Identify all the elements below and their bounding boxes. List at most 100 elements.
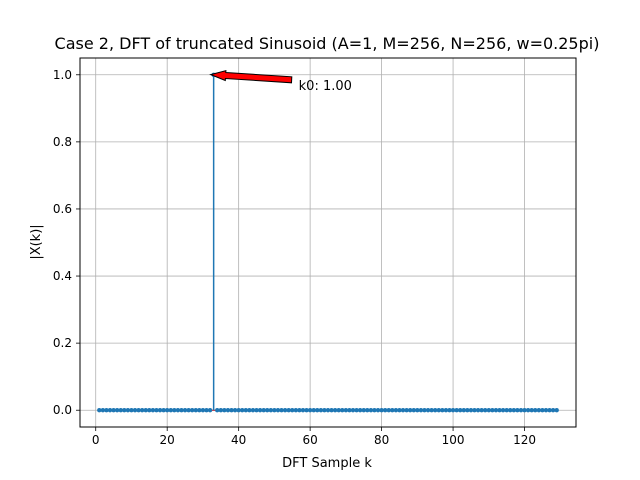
stem-marker <box>154 408 159 413</box>
stem-marker <box>225 408 231 413</box>
stem-marker <box>472 408 477 413</box>
stem-marker <box>250 408 256 413</box>
stem-marker <box>122 408 127 413</box>
stem-marker <box>132 408 138 413</box>
stem-marker <box>447 408 452 413</box>
y-tick-label: 0.8 <box>53 135 72 149</box>
stem-marker <box>182 408 188 413</box>
stem-marker <box>190 408 195 413</box>
stem-marker <box>114 408 120 413</box>
stem-marker <box>465 408 470 413</box>
stem-marker <box>179 408 184 413</box>
stem-marker <box>372 408 377 413</box>
stem-marker <box>515 408 520 413</box>
stem-marker <box>429 408 434 413</box>
stem-marker <box>508 408 513 413</box>
stem-marker <box>204 408 209 413</box>
stem-marker <box>229 408 234 413</box>
stem-marker <box>461 408 466 413</box>
stem-marker <box>393 408 399 413</box>
stem-marker <box>529 408 534 413</box>
stem-marker <box>540 408 545 413</box>
stem-marker <box>111 408 116 413</box>
stem-marker <box>504 408 509 413</box>
x-tick-label: 80 <box>374 433 389 447</box>
stem-marker <box>164 408 170 413</box>
stem-marker <box>525 408 531 413</box>
stem-marker <box>347 408 352 413</box>
stem-marker <box>257 408 263 413</box>
stem-marker <box>232 408 238 413</box>
y-tick-label: 0.2 <box>53 336 72 350</box>
stem-marker <box>511 408 517 413</box>
stem-marker <box>483 408 488 413</box>
stem-marker <box>454 408 459 413</box>
x-tick-label: 100 <box>442 433 465 447</box>
stem-marker <box>107 408 113 413</box>
y-tick-label: 0.4 <box>53 269 72 283</box>
stem-marker <box>468 408 474 413</box>
stem-marker <box>554 408 559 413</box>
stem-marker <box>147 408 152 413</box>
stem-marker <box>311 408 316 413</box>
stem-marker <box>436 408 441 413</box>
x-tick-label: 20 <box>160 433 175 447</box>
stem-marker <box>268 408 274 413</box>
stem-marker <box>475 408 481 413</box>
stem-marker <box>365 408 370 413</box>
annotation-arrow <box>209 69 293 84</box>
stem-marker <box>550 408 556 413</box>
stem-marker <box>500 408 506 413</box>
x-tick-label: 40 <box>231 433 246 447</box>
stem-marker <box>343 408 349 413</box>
stem-marker <box>218 408 223 413</box>
stem-marker <box>161 408 166 413</box>
stem-marker <box>547 408 552 413</box>
stem-marker <box>290 408 295 413</box>
stem-marker <box>139 408 145 413</box>
stem-marker <box>293 408 299 413</box>
stem-marker <box>425 408 431 413</box>
stem-marker <box>240 408 245 413</box>
stem-marker <box>368 408 374 413</box>
stem-marker <box>168 408 173 413</box>
stem-marker <box>382 408 388 413</box>
data-marks <box>97 72 559 413</box>
stem-marker <box>497 408 502 413</box>
stem-marker <box>415 408 420 413</box>
stem-marker <box>340 408 345 413</box>
stem-marker <box>522 408 527 413</box>
stem-marker <box>175 408 181 413</box>
stem-marker <box>322 408 327 413</box>
stem-marker <box>440 408 445 413</box>
stem-marker <box>215 408 220 413</box>
stem-marker <box>272 408 277 413</box>
y-tick-label: 0.6 <box>53 202 72 216</box>
stem-marker <box>536 408 542 413</box>
stem-marker <box>254 408 259 413</box>
stem-marker <box>390 408 395 413</box>
stem-marker <box>422 408 427 413</box>
stem-marker <box>193 408 198 413</box>
stem-marker <box>418 408 424 413</box>
stem-marker <box>247 408 252 413</box>
annotation-group: k0: 1.00 <box>209 69 352 94</box>
y-tick-label: 1.0 <box>53 68 72 82</box>
stem-marker <box>236 408 241 413</box>
stem-marker <box>407 408 413 413</box>
stem-marker <box>315 408 320 413</box>
x-tick-label: 120 <box>513 433 536 447</box>
stem-marker <box>186 408 191 413</box>
y-axis-label: |X(k)| <box>29 224 44 259</box>
stem-marker <box>125 408 131 413</box>
stem-marker <box>100 408 106 413</box>
stem-marker <box>286 408 291 413</box>
chart-title: Case 2, DFT of truncated Sinusoid (A=1, … <box>55 34 600 53</box>
axis-ticks: 0 20 40 60 80 100 120 0.0 0.2 0.4 0.6 0.8 1.0 <box>53 68 536 447</box>
stem-marker <box>282 408 288 413</box>
stem-marker <box>493 408 499 413</box>
stem-marker <box>518 408 524 413</box>
plot-area <box>80 58 576 427</box>
stem-marker <box>136 408 141 413</box>
